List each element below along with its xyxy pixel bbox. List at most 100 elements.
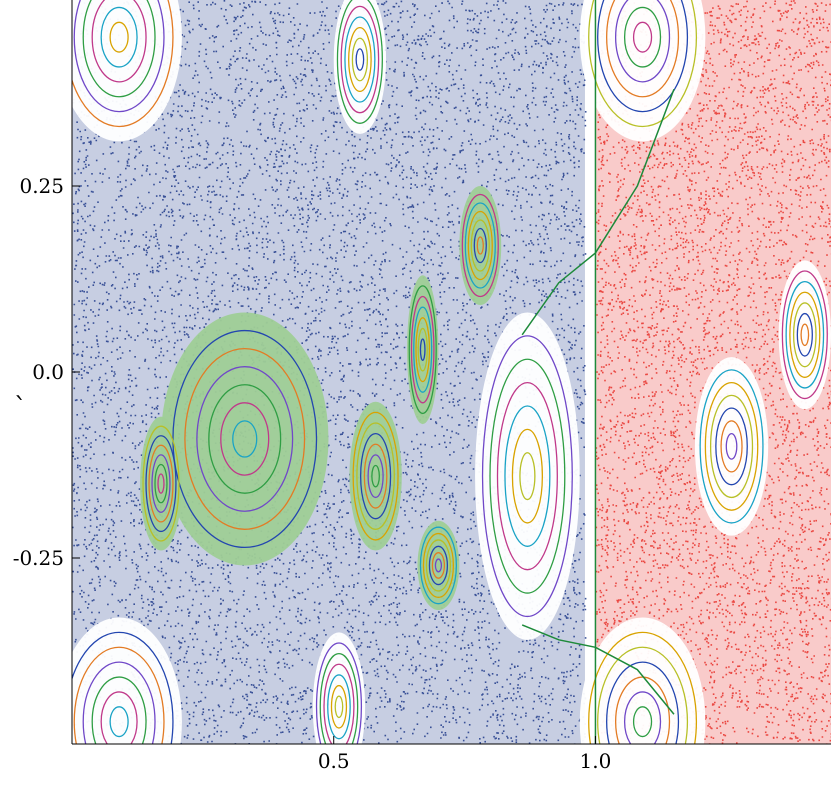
invariant-curve-2-4 <box>359 432 392 520</box>
axes: 0.5 1.0 0.25 0.0 -0.25 <box>13 0 831 773</box>
invariant-curve-5-2 <box>417 327 428 372</box>
invariant-curve-0-2 <box>220 402 270 476</box>
invariant-curve-5-6 <box>408 285 437 415</box>
invariant-curve-4-6 <box>461 193 499 298</box>
invariant-curve-0-4 <box>196 366 294 512</box>
invariant-curve-10-6 <box>588 631 698 744</box>
invariant-curve-11-3 <box>715 407 748 486</box>
invariant-curve-1-3 <box>151 454 171 513</box>
invariant-curve-11-5 <box>704 381 759 511</box>
invariant-curve-3-6 <box>419 526 458 605</box>
invariant-curve-7-6 <box>72 0 174 128</box>
invariant-curve-11-6 <box>699 369 764 524</box>
separatrix-lower <box>521 624 675 715</box>
invariant-curve-14-5 <box>319 653 359 744</box>
island-14 <box>312 632 366 744</box>
y-tick-label-2: -0.25 <box>13 546 64 570</box>
invariant-curve-6-2 <box>511 428 544 524</box>
invariant-curve-8-4 <box>82 661 156 744</box>
y-tick-label-0: 0.25 <box>19 174 64 198</box>
invariant-curve-4-3 <box>470 219 490 272</box>
invariant-curve-3-5 <box>422 532 455 598</box>
invariant-curve-14-3 <box>327 674 351 740</box>
invariant-curve-5-3 <box>415 317 431 383</box>
y-tick-label-1: 0.0 <box>32 360 64 384</box>
invariant-curve-13-1 <box>355 48 365 71</box>
invariant-curve-9-4 <box>606 0 680 98</box>
invariant-curve-2-3 <box>363 443 388 509</box>
island-0 <box>160 312 329 566</box>
invariant-curve-9-2 <box>623 6 662 68</box>
island-6 <box>475 312 580 640</box>
invariant-curve-11-2 <box>720 420 743 473</box>
invariant-curve-13-6 <box>336 0 383 124</box>
invariant-curve-8-3 <box>91 676 147 744</box>
invariant-curve-7-2 <box>100 6 138 68</box>
invariant-curve-12-2 <box>796 312 813 357</box>
invariant-curve-4-1 <box>476 236 484 255</box>
invariant-curve-9-5 <box>597 0 689 113</box>
invariant-curve-0-5 <box>184 347 306 530</box>
invariant-curve-5-5 <box>410 295 435 404</box>
invariant-curve-1-6 <box>142 425 180 542</box>
invariant-curve-12-3 <box>792 302 817 368</box>
invariant-curve-14-4 <box>323 663 355 744</box>
island-13 <box>333 0 387 134</box>
invariant-curve-2-1 <box>371 464 380 488</box>
invariant-curve-6-4 <box>496 381 558 571</box>
invariant-curve-10-4 <box>606 661 680 744</box>
invariant-curve-10-2 <box>623 691 662 744</box>
invariant-curve-11-4 <box>709 394 754 499</box>
invariant-curve-3-4 <box>425 539 452 592</box>
invariant-curve-12-5 <box>785 281 825 389</box>
separatrix-lines <box>521 0 675 744</box>
invariant-curve-1-2 <box>154 463 168 504</box>
invariant-curve-3-3 <box>428 545 449 586</box>
invariant-curve-12-6 <box>781 270 828 400</box>
invariant-curve-8-6 <box>72 631 174 744</box>
plot-area <box>72 0 831 744</box>
x-tick-label-0: 0.5 <box>318 749 350 773</box>
invariant-curve-4-5 <box>464 202 496 289</box>
invariant-curve-7-4 <box>82 0 156 98</box>
invariant-curve-13-3 <box>348 26 372 93</box>
invariant-curve-6-5 <box>489 358 566 594</box>
invariant-curve-8-5 <box>73 646 165 744</box>
invariant-curve-13-4 <box>344 16 376 103</box>
invariant-curve-10-1 <box>632 706 653 738</box>
y-axis-label: ` <box>14 393 27 423</box>
invariant-curve-7-1 <box>109 21 129 53</box>
island-9 <box>579 0 706 142</box>
invariant-curve-1-1 <box>157 473 165 494</box>
invariant-curve-14-1 <box>334 695 344 719</box>
invariant-curve-0-1 <box>232 420 258 458</box>
invariant-curve-8-2 <box>100 691 138 744</box>
invariant-curve-1-5 <box>145 435 177 533</box>
invariant-curve-9-6 <box>588 0 698 128</box>
invariant-curve-11-1 <box>725 432 738 460</box>
invariant-curve-13-5 <box>340 5 380 114</box>
invariant-curves <box>72 0 828 744</box>
invariant-curve-6-6 <box>481 335 573 618</box>
invariant-curve-9-1 <box>632 21 653 53</box>
invariant-curve-8-1 <box>109 706 129 738</box>
invariant-curve-5-1 <box>419 338 426 361</box>
invariant-curve-6-3 <box>504 405 551 547</box>
invariant-curve-3-1 <box>434 558 443 573</box>
invariant-curve-12-1 <box>800 323 810 347</box>
invariant-curve-2-2 <box>367 454 384 499</box>
invariant-curve-2-6 <box>352 411 399 541</box>
invariant-curve-4-2 <box>473 227 487 264</box>
invariant-curve-2-5 <box>356 422 395 530</box>
invariant-curve-4-4 <box>467 210 493 281</box>
invariant-curve-10-5 <box>597 646 689 744</box>
invariant-curve-7-3 <box>91 0 147 83</box>
invariant-curve-5-4 <box>413 306 433 393</box>
invariant-curve-14-2 <box>330 684 348 729</box>
invariant-curve-3-2 <box>431 552 446 579</box>
invariant-curve-7-5 <box>73 0 165 113</box>
invariant-curve-13-2 <box>351 37 369 82</box>
invariant-curve-9-3 <box>614 0 671 83</box>
invariant-curve-12-4 <box>789 291 821 378</box>
invariant-curve-1-4 <box>148 444 174 523</box>
